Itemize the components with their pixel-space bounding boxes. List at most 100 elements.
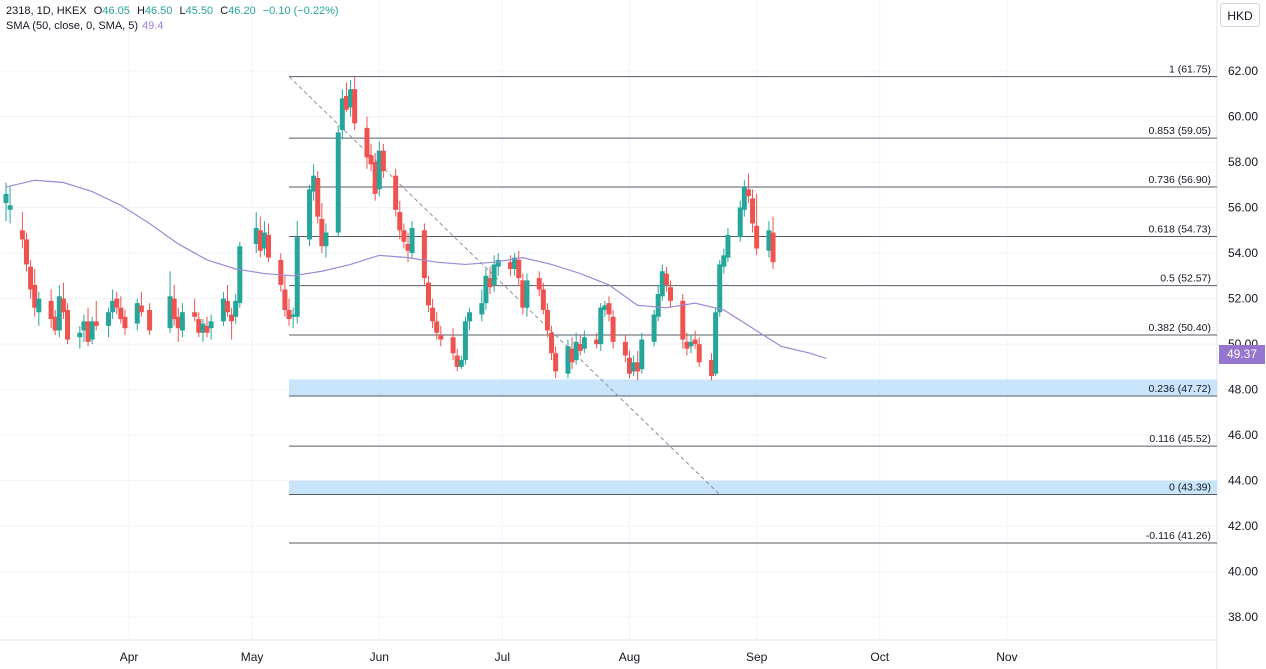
symbol-info[interactable]: 2318, 1D, HKEX [6,5,87,17]
candle-body [315,177,321,217]
candle-body [709,360,715,376]
fib-level-label: 0.236 (47.72) [1149,383,1211,395]
candle-body [659,271,665,297]
fib-level-label: 0.853 (59.05) [1149,125,1211,137]
candle-up [179,303,185,338]
candle-body [610,316,616,342]
candle-body [81,321,87,331]
candle-body [713,312,719,374]
candle-up [409,221,415,258]
close-value: 46.20 [228,5,256,17]
candle-down [668,280,674,308]
candle-down [606,296,612,322]
sma-row[interactable]: SMA (50, close, 0, SMA, 5) 49.4 [6,19,339,34]
candle-up [598,303,604,351]
candle-body [520,280,526,308]
candle-body [508,262,514,269]
candle-down [750,189,756,233]
candle-body [577,344,583,351]
candle-body [134,303,140,324]
candle-body [754,225,760,249]
candle-body [721,255,727,267]
candle-down [93,300,99,331]
candle-up [737,200,743,242]
price-tick-label: 52.00 [1228,292,1258,306]
candle-body [491,264,497,285]
candle-body [311,175,317,192]
candle-body [339,98,345,131]
time-axis[interactable]: Apr May Jun Jul Aug Sep Oct Nov [120,650,1018,664]
candle-down [225,284,231,317]
candle-up [376,141,382,197]
candle-body [737,207,743,238]
candle-body [372,162,378,194]
candle-up [495,253,501,276]
low-value: 45.50 [185,5,214,17]
candle-down [266,223,272,263]
time-tick-label: May [241,650,264,664]
candle-down [32,268,38,317]
candle-down [549,325,555,361]
price-axis[interactable]: 38.0040.0042.0044.0046.0048.0050.0052.00… [1228,64,1258,624]
candle-body [122,316,128,329]
candle-up [659,264,665,301]
candle-body [434,321,440,333]
candle-down [438,325,444,347]
candle-body [655,294,661,317]
candle-up [602,300,608,317]
price-tick-label: 44.00 [1228,474,1258,488]
currency-button[interactable]: HKD [1220,3,1260,27]
candle-up [655,284,661,322]
candle-up [651,309,657,347]
fib-level-label: 0.116 (45.52) [1149,433,1211,445]
candle-up [106,307,112,338]
candle-down [663,266,669,292]
candle-body [32,284,38,308]
candle-body [110,300,116,313]
candle-body [196,319,202,333]
candle-down [745,173,751,203]
candle-down [754,193,760,256]
candle-body [28,266,34,290]
candle-body [3,193,9,203]
candle-down [577,335,583,356]
candle-down [48,289,54,329]
candle-down [175,307,181,342]
candle-body [430,307,436,322]
candle-body [635,362,641,372]
open-label: O [93,5,103,17]
candle-up [7,187,13,224]
candle-up [56,284,62,338]
candle-body [458,360,464,367]
sma-line [5,179,827,360]
candle-body [204,325,210,333]
candle-up [631,355,637,376]
candle-body [569,348,575,363]
candle-up [565,339,571,379]
candle-body [540,289,546,310]
candle-body [286,309,292,320]
candle-body [253,228,259,244]
candle-body [278,259,284,285]
fib-level-label: 0.5 (52.57) [1160,273,1211,285]
candle-up [458,355,464,370]
candle-body [376,150,382,190]
candle-body [237,246,243,304]
candle-down [192,298,198,322]
candle-up [81,314,87,342]
candle-down [28,259,34,299]
fib-trend-line [288,76,721,495]
candle-body [179,312,185,331]
candle-body [167,296,173,329]
candle-body [147,309,153,331]
high-label: H [136,5,145,17]
candle-body [462,321,468,361]
price-tick-label: 54.00 [1228,246,1258,260]
candle-up [483,268,489,310]
sma-label: SMA (50, close, 0, SMA, 5) [6,20,139,32]
candle-body [36,298,42,313]
candle-body [220,298,226,322]
candle-body [467,312,473,322]
candle-down [196,312,202,338]
